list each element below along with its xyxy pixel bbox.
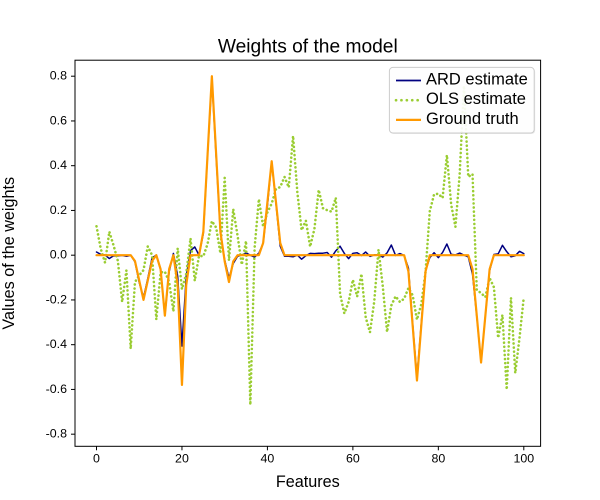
svg-text:Features: Features bbox=[276, 473, 340, 491]
svg-text:Ground truth: Ground truth bbox=[426, 110, 519, 128]
svg-text:20: 20 bbox=[175, 451, 189, 465]
svg-text:0.2: 0.2 bbox=[50, 203, 67, 217]
svg-text:ARD estimate: ARD estimate bbox=[426, 71, 528, 89]
svg-text:Weights of the model: Weights of the model bbox=[218, 37, 398, 58]
svg-text:0.0: 0.0 bbox=[50, 248, 67, 262]
svg-text:0: 0 bbox=[93, 451, 100, 465]
svg-text:40: 40 bbox=[261, 451, 275, 465]
svg-text:80: 80 bbox=[431, 451, 445, 465]
svg-text:-0.8: -0.8 bbox=[46, 427, 67, 441]
svg-text:-0.6: -0.6 bbox=[46, 382, 67, 396]
svg-text:0.4: 0.4 bbox=[50, 158, 67, 172]
svg-text:-0.2: -0.2 bbox=[46, 292, 67, 306]
svg-text:60: 60 bbox=[346, 451, 360, 465]
svg-text:-0.4: -0.4 bbox=[46, 337, 67, 351]
svg-text:0.8: 0.8 bbox=[50, 69, 67, 83]
svg-text:100: 100 bbox=[513, 451, 534, 465]
svg-text:Values of the weights: Values of the weights bbox=[0, 177, 18, 330]
svg-text:OLS estimate: OLS estimate bbox=[426, 90, 526, 108]
svg-text:0.6: 0.6 bbox=[50, 113, 67, 127]
